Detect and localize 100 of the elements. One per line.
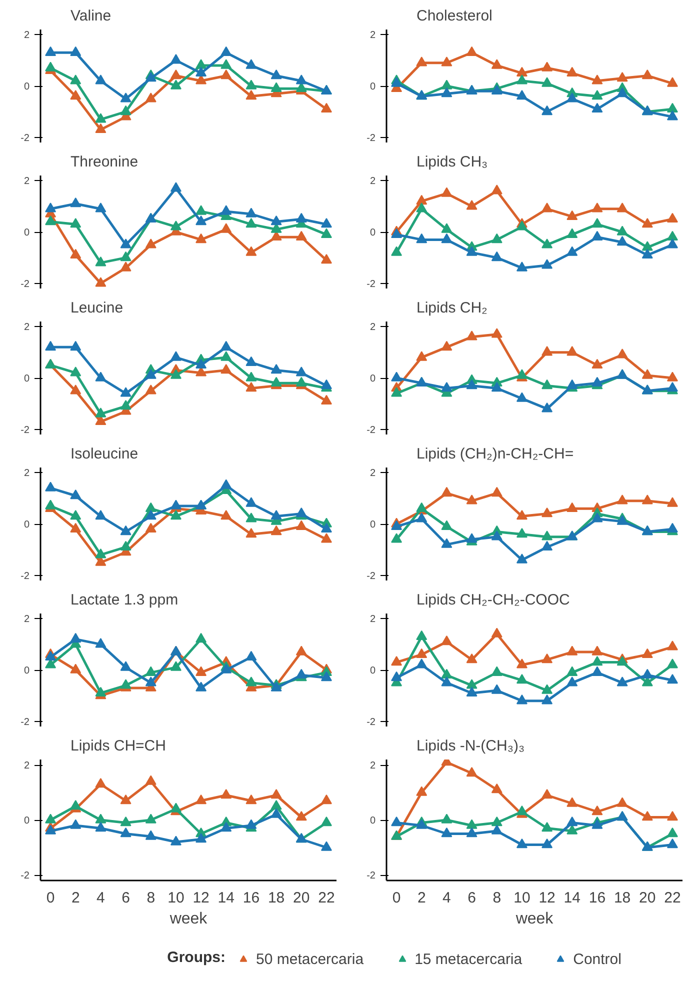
point: [592, 102, 603, 112]
point: [616, 656, 628, 666]
point: [95, 372, 106, 382]
point: [246, 650, 257, 661]
chart-title: Cholesterol: [416, 8, 492, 24]
point: [666, 640, 678, 650]
point: [145, 510, 156, 520]
point: [666, 230, 678, 241]
point: [491, 251, 502, 262]
point: [441, 668, 452, 679]
point: [246, 372, 257, 382]
y-tick-label: 2: [24, 614, 30, 626]
point: [196, 59, 207, 69]
point: [441, 538, 452, 548]
point: [120, 540, 132, 550]
y-tick-label: 2: [370, 614, 376, 626]
point: [220, 364, 232, 374]
point: [95, 814, 106, 824]
point: [491, 628, 502, 638]
point: [592, 218, 603, 228]
point: [616, 515, 628, 525]
point: [441, 223, 452, 233]
point: [270, 376, 282, 387]
point: [616, 202, 628, 212]
point: [296, 212, 307, 223]
point: [542, 694, 553, 704]
point: [145, 369, 156, 379]
point: [145, 502, 156, 512]
y-tick-label: 0: [370, 666, 376, 676]
y-tick-label: -2: [366, 870, 376, 882]
point: [320, 671, 332, 682]
point: [642, 494, 653, 504]
legend-label: 15 metacercaria: [414, 950, 522, 968]
point: [391, 246, 402, 256]
point: [566, 646, 578, 656]
point: [70, 800, 82, 810]
point: [246, 80, 257, 90]
y-tick-label: -2: [366, 424, 376, 436]
point: [320, 794, 332, 804]
point: [220, 664, 232, 674]
point: [516, 369, 528, 379]
point: [296, 366, 307, 376]
point: [220, 340, 232, 351]
point: [196, 666, 207, 676]
point: [45, 482, 56, 492]
point: [542, 346, 553, 356]
point: [542, 259, 553, 269]
point: [642, 69, 653, 80]
point: [416, 512, 428, 522]
point: [491, 783, 502, 794]
point: [320, 522, 332, 533]
point: [441, 486, 452, 497]
point: [441, 187, 452, 197]
point: [441, 814, 452, 824]
point: [296, 810, 307, 821]
point: [220, 46, 232, 56]
point: [466, 533, 478, 543]
y-tick-label: 0: [24, 374, 30, 384]
point: [70, 664, 82, 674]
point: [45, 215, 56, 226]
point: [95, 74, 106, 84]
point: [296, 668, 307, 679]
point: [466, 46, 478, 56]
point: [270, 510, 282, 520]
y-tick-label: 0: [370, 520, 376, 530]
point: [95, 822, 106, 832]
point: [320, 841, 332, 851]
y-tick-label: -2: [20, 570, 30, 582]
point: [196, 233, 207, 244]
point: [120, 105, 132, 116]
point: [246, 356, 257, 366]
point: [45, 340, 56, 351]
point: [542, 77, 553, 87]
point: [95, 548, 106, 558]
point: [95, 123, 106, 134]
point: [466, 766, 478, 777]
point: [466, 686, 478, 696]
point: [246, 497, 257, 507]
point: [516, 220, 528, 230]
point: [270, 808, 282, 818]
point: [70, 489, 82, 500]
x-tick-label: 2: [417, 890, 426, 906]
x-tick-label: 12: [192, 890, 210, 906]
point: [95, 686, 106, 696]
point: [45, 62, 56, 72]
point: [542, 507, 553, 518]
point: [45, 500, 56, 510]
point: [516, 554, 528, 564]
point: [441, 56, 452, 66]
legend-title: Groups:: [167, 949, 226, 966]
point: [45, 814, 56, 824]
point: [592, 656, 603, 666]
point: [120, 794, 132, 804]
y-tick-label: -2: [20, 132, 30, 144]
point: [95, 408, 106, 418]
point: [145, 814, 156, 824]
point: [70, 632, 82, 643]
chart-title: Lipids CH₃: [416, 154, 488, 170]
point: [566, 379, 578, 390]
point: [666, 382, 678, 392]
